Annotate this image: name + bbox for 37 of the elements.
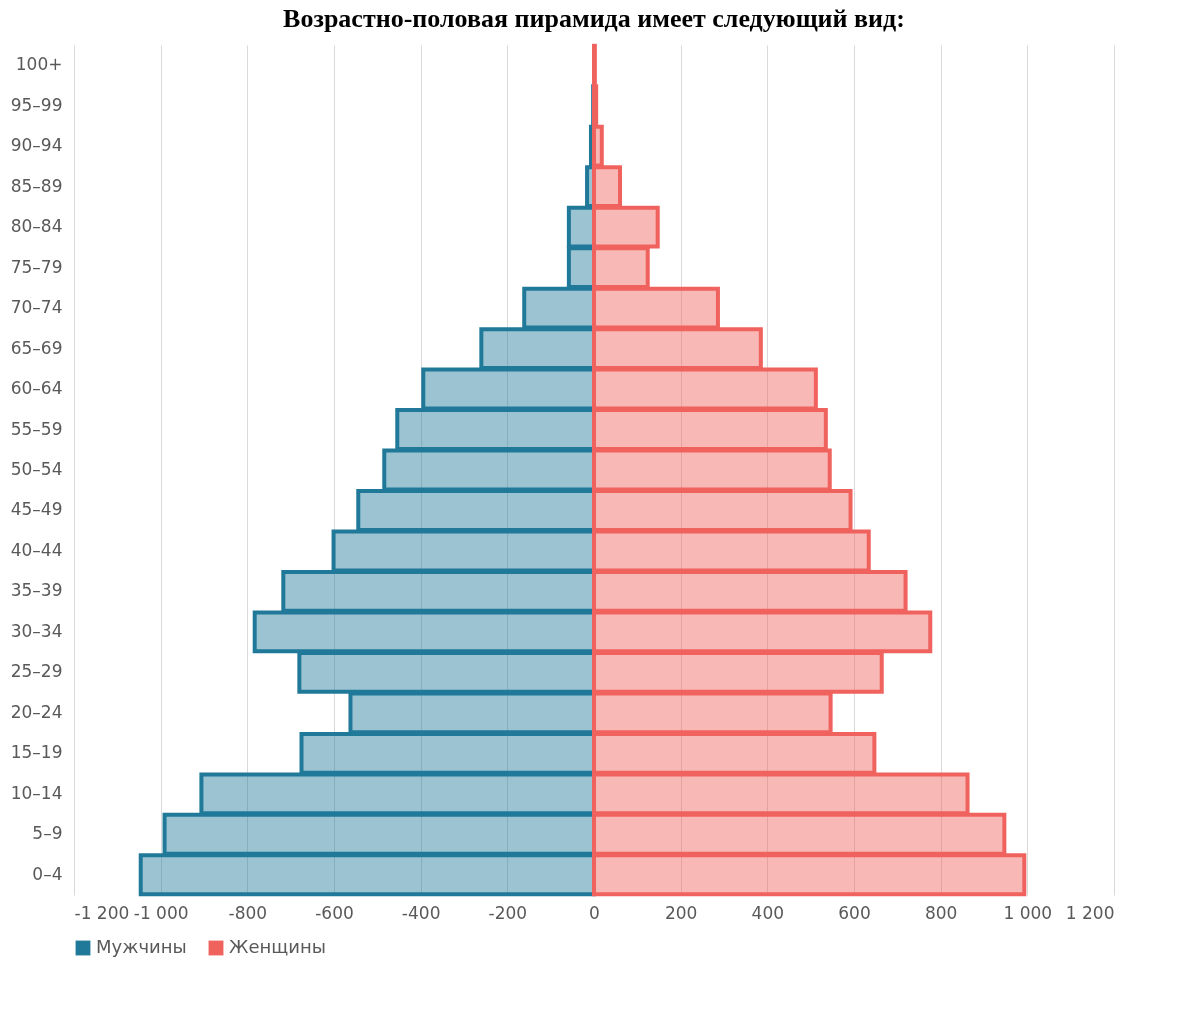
legend-label: Мужчины (96, 936, 187, 957)
x-tick-label: 1 200 (1065, 902, 1115, 923)
y-tick-label: 25–29 (10, 661, 63, 682)
x-tick-label: -800 (228, 902, 268, 923)
x-tick-label: -1 200 (74, 902, 130, 923)
x-tick-label: 200 (664, 902, 698, 923)
x-tick-label: 1 000 (1003, 902, 1053, 923)
x-tick-label: -200 (488, 902, 528, 923)
y-tick-label: 45–49 (10, 499, 63, 520)
y-tick-label: 10–14 (10, 782, 63, 803)
y-tick-label: 55–59 (10, 418, 63, 439)
y-tick-label: 65–69 (10, 337, 63, 358)
legend-label: Женщины (229, 936, 326, 957)
y-tick-label: 85–89 (10, 175, 63, 196)
x-tick-label: 600 (838, 902, 871, 923)
y-tick-label: 95–99 (10, 94, 63, 115)
y-tick-label: 40–44 (10, 539, 63, 560)
x-tick-label: -400 (401, 902, 441, 923)
y-tick-label: 75–79 (10, 256, 63, 277)
x-tick-label: 400 (751, 902, 785, 923)
y-tick-label: 0–4 (32, 863, 63, 884)
chart-title: Возрастно-половая пирамида имеет следующий вид: (283, 3, 905, 33)
y-tick-label: 60–64 (10, 378, 63, 399)
y-tick-label: 30–34 (10, 620, 63, 641)
y-tick-label: 35–39 (10, 580, 63, 601)
y-tick-label: 5–9 (32, 823, 63, 844)
y-tick-label: 50–54 (10, 459, 63, 479)
y-tick-label: 100+ (15, 54, 63, 75)
x-tick-label: -600 (315, 902, 354, 923)
y-tick-label: 70–74 (10, 297, 63, 318)
y-tick-label: 15–19 (10, 742, 63, 763)
x-tick-label: 800 (924, 902, 958, 923)
x-tick-label: 0 (589, 902, 600, 923)
x-tick-label: -1 000 (133, 902, 189, 923)
y-tick-label: 20–24 (10, 701, 63, 722)
y-tick-label: 80–84 (10, 216, 63, 237)
y-tick-label: 90–94 (10, 135, 63, 156)
